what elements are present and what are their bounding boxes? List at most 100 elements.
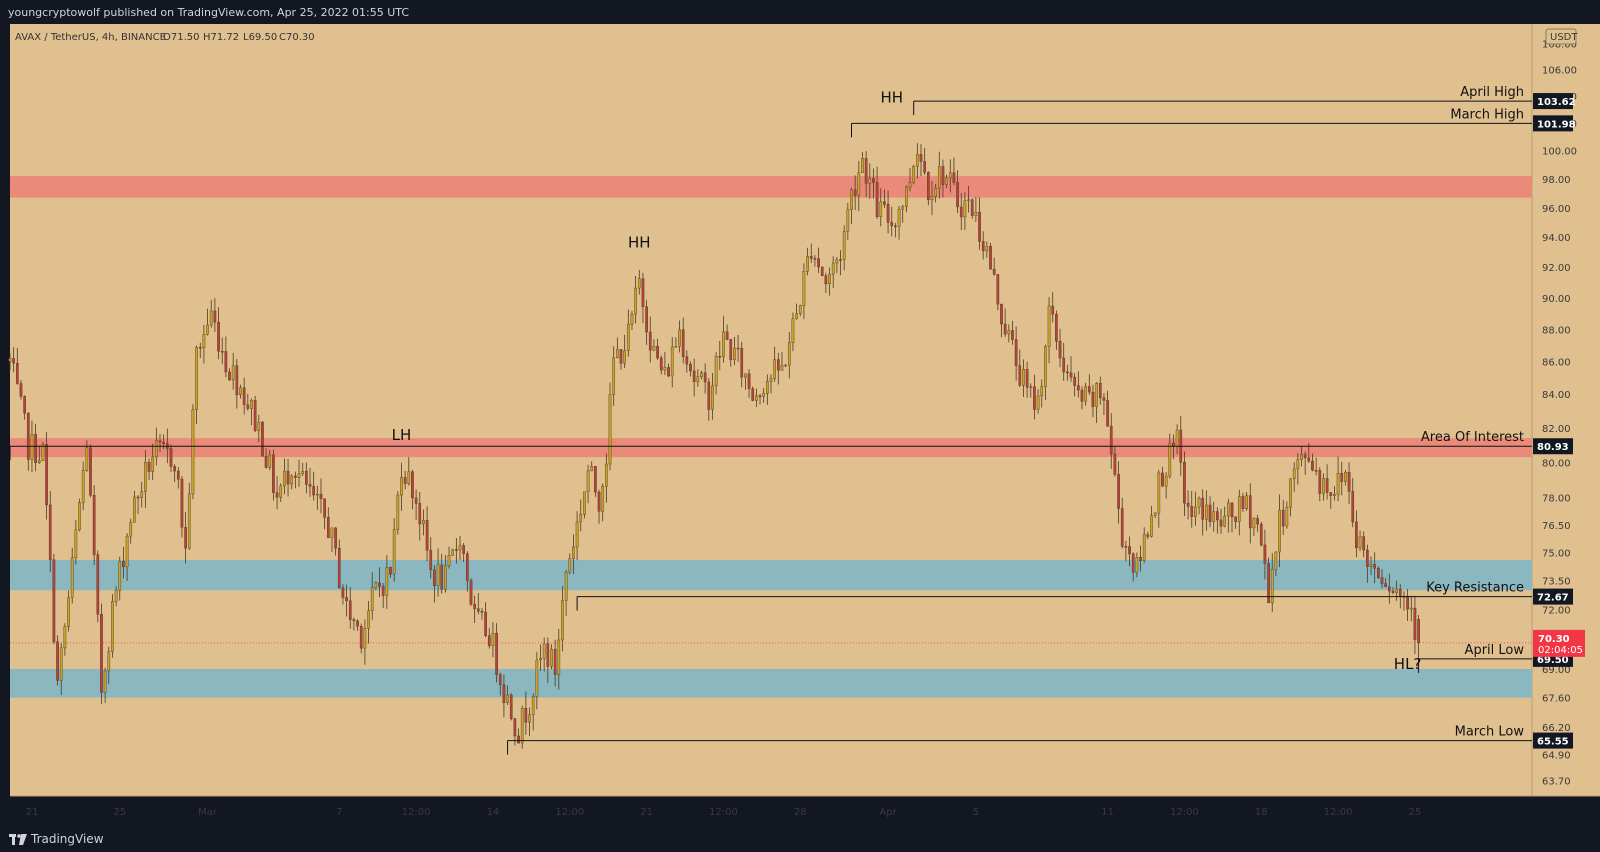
candle xyxy=(231,352,235,390)
candle xyxy=(626,309,630,357)
candle xyxy=(700,370,703,380)
level-march-low[interactable]: March Low xyxy=(507,725,1532,755)
price-tag-text: 72.67 xyxy=(1537,593,1569,604)
candle xyxy=(1066,364,1069,381)
candle xyxy=(1322,473,1325,501)
level-key-resistance[interactable]: Key Resistance xyxy=(576,581,1532,611)
candle xyxy=(656,338,659,361)
candle xyxy=(776,352,780,385)
candle xyxy=(670,337,674,388)
candle xyxy=(978,197,981,250)
candle xyxy=(1314,457,1318,476)
candle xyxy=(195,345,198,425)
candle xyxy=(645,299,648,345)
candle xyxy=(411,469,414,510)
candle xyxy=(992,257,996,276)
tradingview-logo-icon xyxy=(9,833,27,845)
currency-badge[interactable]: USDT xyxy=(1545,28,1578,45)
ohlc-high: H71.72 xyxy=(203,32,239,43)
candle xyxy=(725,324,729,341)
candle xyxy=(744,373,747,390)
candle xyxy=(685,350,689,373)
candle xyxy=(908,167,912,192)
candle xyxy=(813,255,817,267)
level-label: Key Resistance xyxy=(1426,581,1524,596)
candle xyxy=(1018,349,1022,388)
x-tick-label: 12:00 xyxy=(555,807,584,818)
candle xyxy=(798,304,802,317)
level-label: April Low xyxy=(1465,643,1525,658)
candle xyxy=(1194,491,1197,526)
candle xyxy=(1413,595,1417,654)
candle xyxy=(202,324,206,364)
x-tick-label: 25 xyxy=(113,807,126,818)
candle xyxy=(107,646,111,685)
candle xyxy=(912,164,916,185)
y-tick-label: 63.70 xyxy=(1542,777,1571,788)
candle xyxy=(1047,297,1051,364)
candle xyxy=(261,421,264,457)
candle xyxy=(820,266,824,277)
candle xyxy=(564,569,568,616)
candle xyxy=(275,476,279,510)
candle xyxy=(703,363,707,394)
x-tick-label: 18 xyxy=(1255,807,1268,818)
candle xyxy=(1051,292,1055,323)
candle xyxy=(1252,517,1256,537)
candle xyxy=(272,449,275,501)
candle xyxy=(722,316,725,363)
candle xyxy=(242,377,246,415)
candle xyxy=(224,336,228,378)
candle xyxy=(414,489,418,520)
candle xyxy=(1055,310,1058,350)
level-march-high[interactable]: March High xyxy=(850,107,1532,138)
candle xyxy=(1285,501,1289,529)
candle xyxy=(305,462,308,494)
candle xyxy=(945,174,948,189)
level-april-high[interactable]: April High xyxy=(913,85,1532,116)
candle xyxy=(389,566,392,578)
candle xyxy=(718,340,722,371)
candle xyxy=(122,546,125,579)
level-label: March Low xyxy=(1455,725,1525,740)
candle xyxy=(425,506,429,562)
candle xyxy=(352,617,356,631)
candle xyxy=(1153,512,1157,519)
candle xyxy=(956,170,959,214)
annotation-hl-q: HL? xyxy=(1394,655,1422,673)
candle xyxy=(74,520,78,565)
candle xyxy=(206,308,209,336)
candle xyxy=(905,185,908,213)
candle xyxy=(1241,492,1245,513)
candle xyxy=(652,339,656,352)
candle xyxy=(758,393,762,405)
candle xyxy=(766,374,769,405)
candle xyxy=(663,351,667,376)
candle xyxy=(1292,462,1296,492)
time-axis[interactable]: 21 25 Mar 7 12:00 14 12:00 21 12:00 28 Apr 5 11 12:00… xyxy=(26,807,1422,818)
candle xyxy=(111,594,114,658)
candle xyxy=(1106,390,1109,427)
y-tick-label: 106.00 xyxy=(1542,65,1577,76)
tradingview-logo[interactable]: TradingView xyxy=(9,832,104,846)
annotations-layer: HH HH LH HL? xyxy=(392,89,1422,673)
candle xyxy=(1190,490,1194,528)
candle xyxy=(378,567,381,598)
candle xyxy=(755,388,758,407)
candle xyxy=(1230,501,1234,533)
candle xyxy=(916,143,919,179)
level-area-of-interest[interactable]: Area Of Interest xyxy=(9,430,1532,461)
candle xyxy=(462,542,466,563)
candle xyxy=(1267,557,1270,604)
candle xyxy=(1336,456,1340,502)
candle xyxy=(608,382,612,471)
candle xyxy=(473,595,476,623)
y-tick-label: 78.00 xyxy=(1542,494,1571,505)
candle xyxy=(103,667,107,704)
candle xyxy=(948,159,952,193)
candle xyxy=(762,388,766,403)
candle xyxy=(23,395,26,420)
candle xyxy=(846,202,850,241)
level-april-low[interactable]: April Low xyxy=(1418,643,1532,673)
